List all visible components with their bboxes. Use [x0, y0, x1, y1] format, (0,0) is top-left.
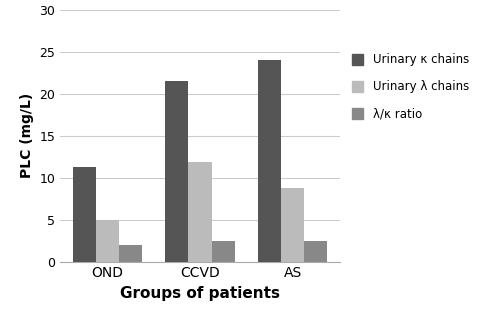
Bar: [72, 167, 96, 262]
Bar: [212, 241, 234, 262]
Bar: [258, 60, 281, 262]
Bar: [304, 241, 328, 262]
Bar: [119, 245, 142, 262]
Bar: [166, 81, 188, 262]
Bar: [188, 162, 212, 262]
Y-axis label: PLC (mg/L): PLC (mg/L): [20, 93, 34, 178]
X-axis label: Groups of patients: Groups of patients: [120, 286, 280, 301]
Bar: [96, 219, 119, 262]
Legend: Urinary κ chains, Urinary λ chains, λ/κ ratio: Urinary κ chains, Urinary λ chains, λ/κ …: [352, 53, 469, 121]
Bar: [281, 188, 304, 262]
